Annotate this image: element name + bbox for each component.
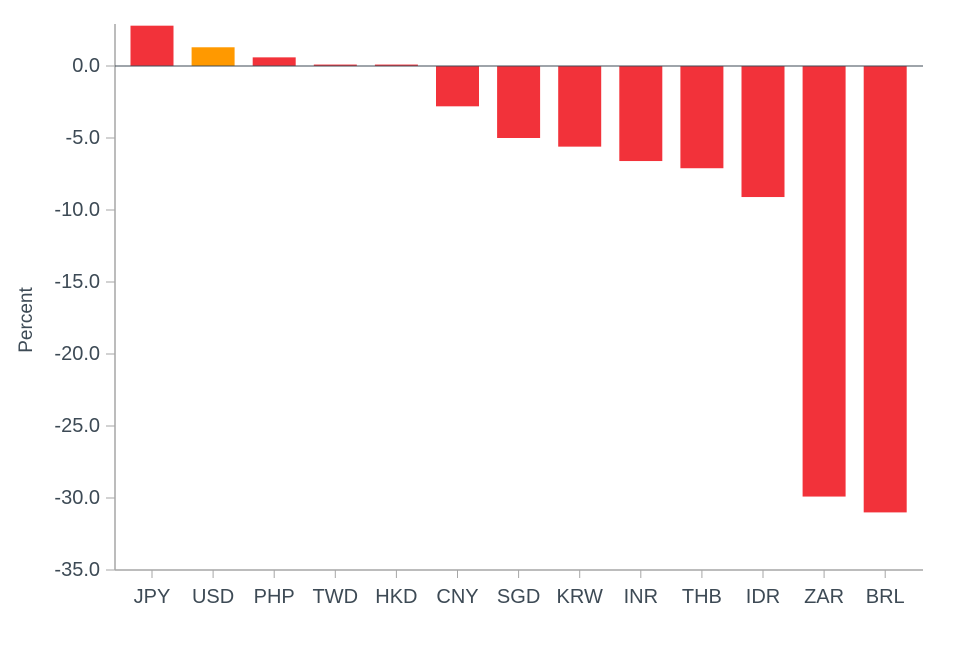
x-tick-label: TWD [312,586,359,608]
y-tick-label: 0.0 [72,55,100,77]
y-axis-title: Percent [16,287,37,353]
x-tick-label: IDR [745,586,781,608]
y-tick-label: -20.0 [54,343,100,365]
y-tick-label: -10.0 [54,199,100,221]
bar-hkd [374,64,418,67]
bar-zar [802,66,846,497]
x-tick-label: ZAR [804,586,845,608]
y-tick-label: -35.0 [54,559,100,581]
bar-idr [741,66,785,198]
x-tick-label: JPY [133,586,171,608]
bar-php [252,57,296,66]
x-tick-label: PHP [253,586,295,608]
y-axis-label: Percent [12,287,42,352]
x-tick-label: HKD [375,586,418,608]
bar-krw [558,66,602,147]
y-tick-label: -15.0 [54,271,100,293]
bar-twd [313,64,357,67]
bar-cny [436,66,479,107]
x-tick-label: KRW [556,586,603,608]
bar-usd [191,47,235,66]
y-tick-label: -30.0 [54,487,100,509]
x-tick-label: CNY [436,586,479,608]
bar-sgd [497,66,541,138]
x-tick-label: INR [623,586,659,608]
bar-brl [863,66,907,513]
bar-jpy [130,25,174,66]
bar-thb [680,66,724,169]
x-tick-label: BRL [865,586,905,608]
x-tick-label: SGD [496,586,541,608]
y-tick-label: -25.0 [54,415,100,437]
bar-inr [619,66,663,162]
y-tick-label: -5.0 [65,127,100,149]
x-tick-label: THB [681,586,722,608]
x-tick-label: USD [191,586,235,608]
